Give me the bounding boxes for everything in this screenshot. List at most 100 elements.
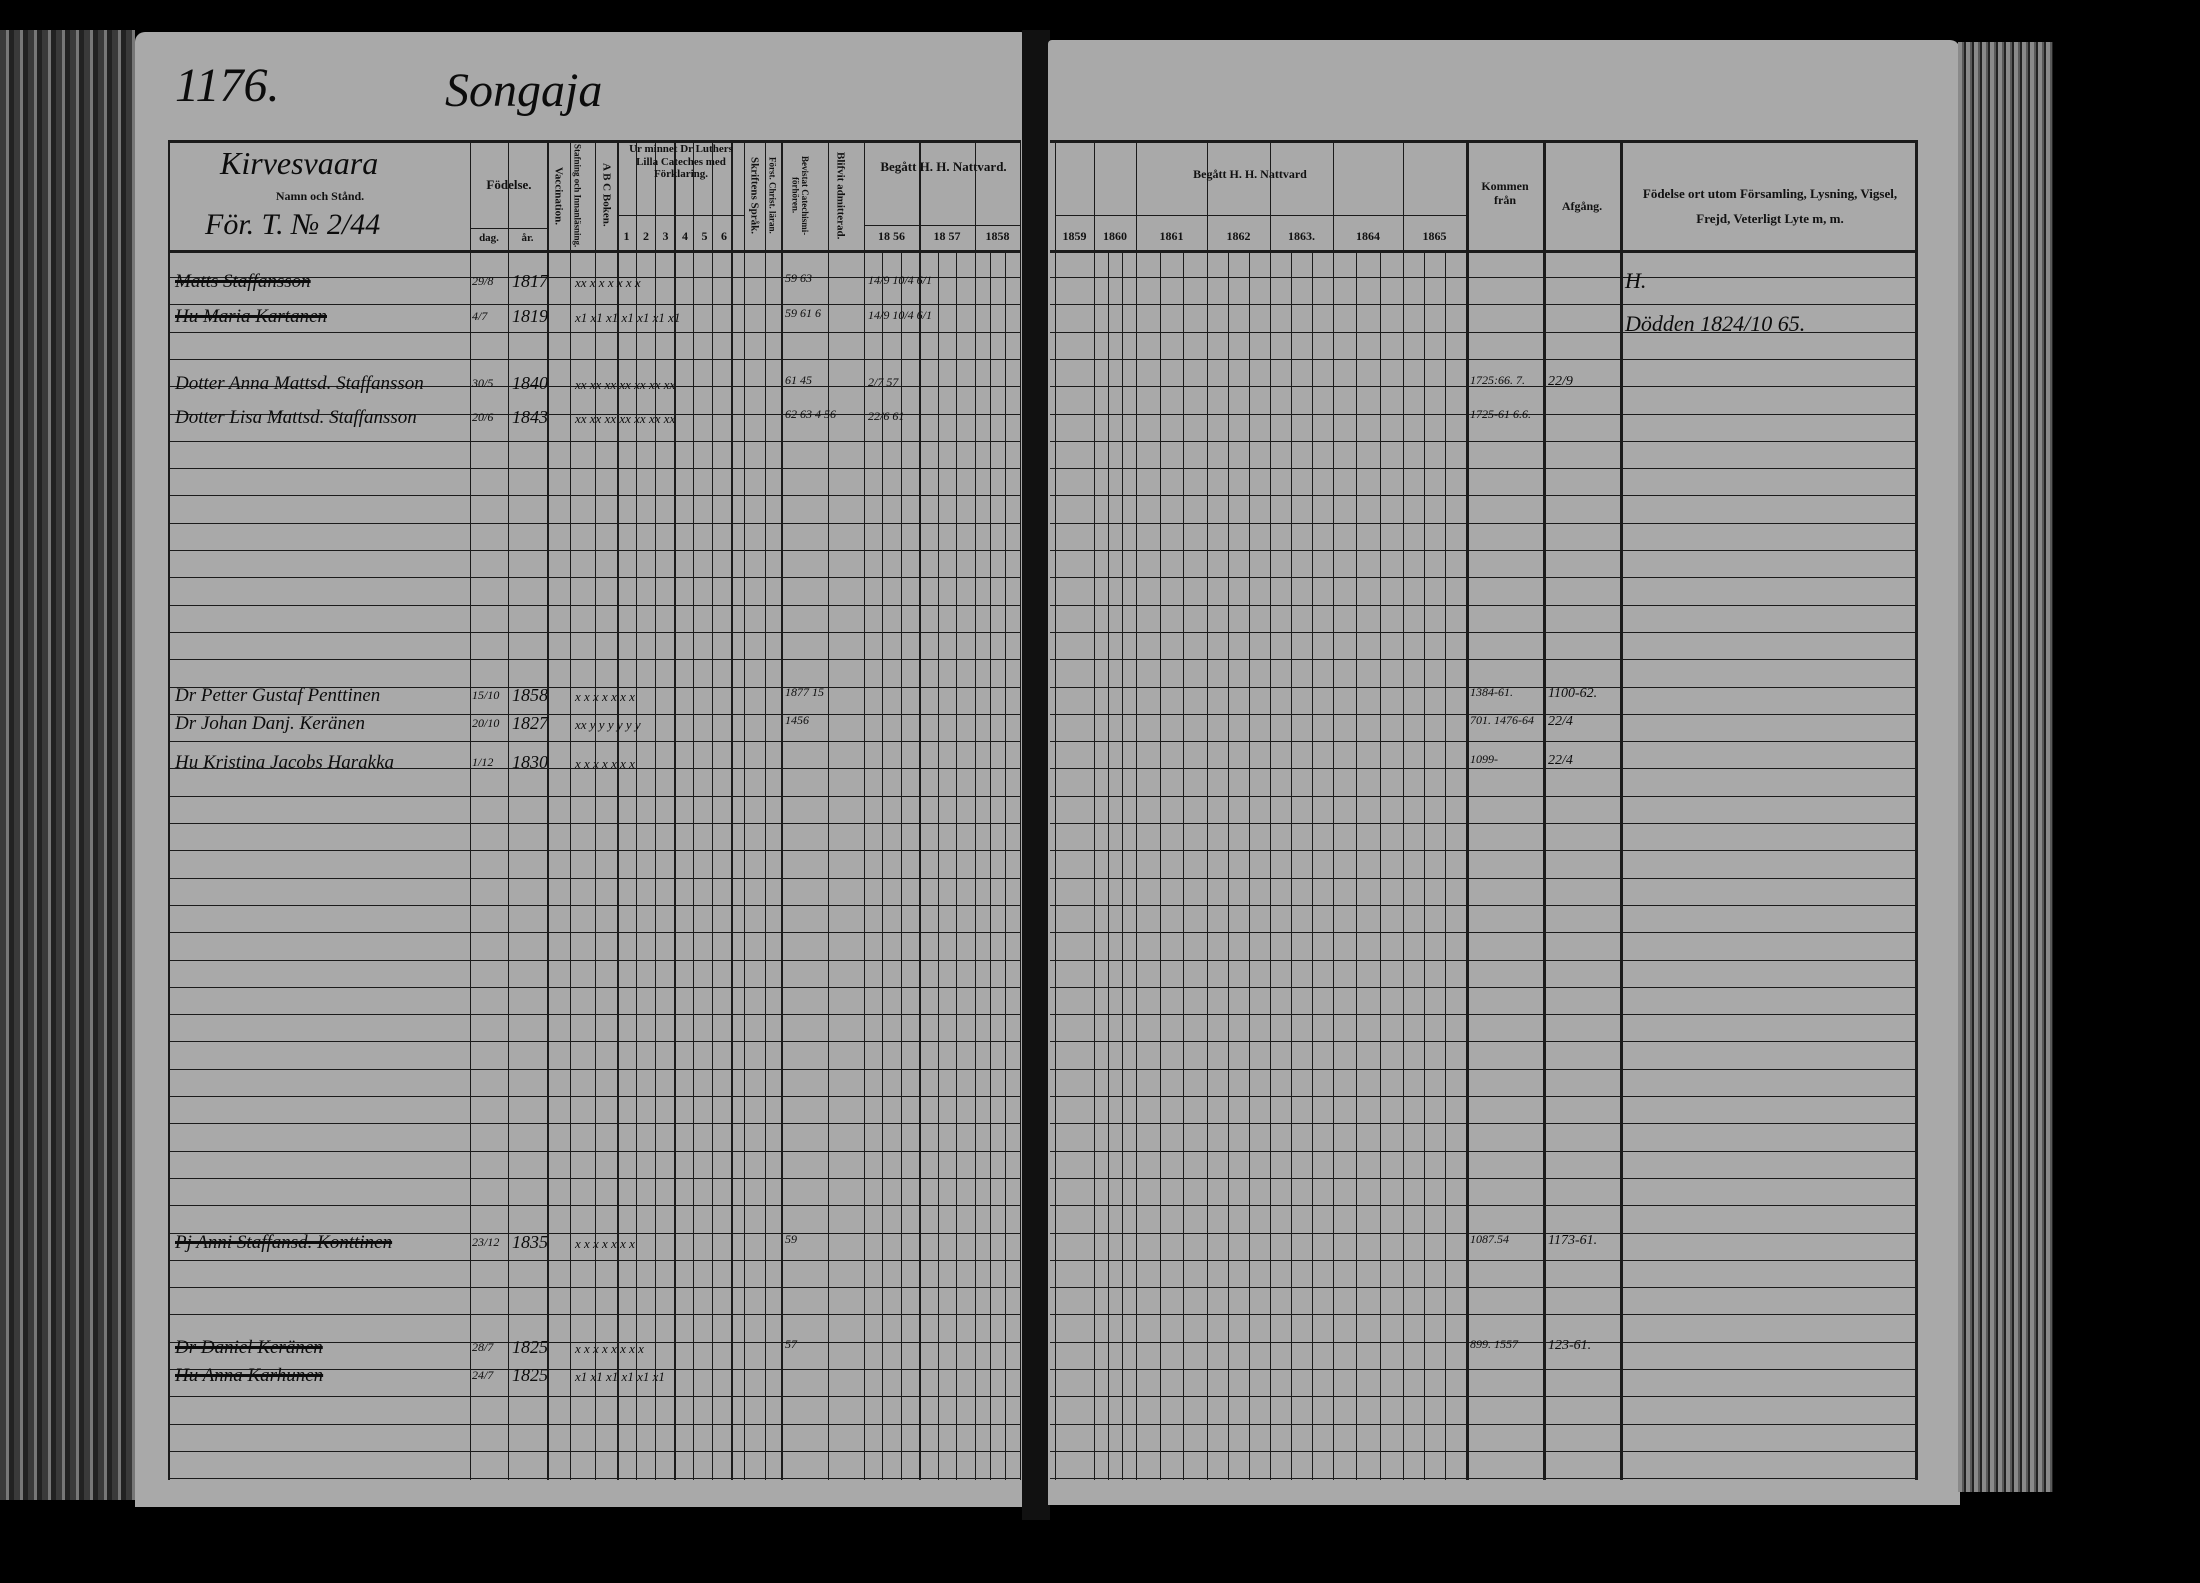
row-rule	[1050, 768, 1916, 770]
year-1862: 1862	[1226, 229, 1251, 243]
entry-examinations: 59	[785, 1232, 797, 1246]
row-rule	[168, 741, 1020, 743]
row-rule	[168, 413, 1020, 415]
entry-marks: xx xx xx xx xx xx xx	[575, 411, 676, 426]
year-subcolumn	[1108, 250, 1109, 1480]
row-rule	[168, 1369, 1020, 1370]
catechism-part-6: 6	[721, 229, 727, 243]
entry-marks: xx y y y y y y	[575, 717, 641, 732]
column-rule	[1270, 140, 1271, 1480]
row-rule	[168, 1341, 1020, 1343]
row-rule	[168, 1150, 1020, 1152]
abc-header: A B C Boken.	[600, 163, 613, 227]
place-name: Kirvesvaara	[220, 145, 379, 181]
entry-birth-day: 28/7	[472, 1340, 494, 1354]
row-rule	[168, 522, 1020, 524]
year-1860: 1860	[1103, 229, 1127, 243]
row-rule	[168, 1478, 1020, 1480]
entry-departure: 22/4	[1548, 714, 1573, 729]
year-subcolumn	[1122, 250, 1123, 1480]
entry-name: Hu Kristina Jacobs Harakka	[175, 752, 395, 773]
entry-birth-day: 15/10	[472, 688, 500, 702]
entry-birth-year: 1817	[512, 271, 548, 291]
column-rule	[1020, 140, 1021, 1480]
vaccination-header: Vaccination.	[552, 167, 565, 225]
column-rule	[1543, 140, 1546, 1480]
entry-birth-day: 20/10	[472, 716, 500, 730]
entry-birth-year: 1830	[512, 752, 548, 772]
row-rule	[168, 277, 1020, 278]
row-rule	[1050, 386, 1916, 388]
entry-departure: 1173-61.	[1548, 1233, 1598, 1248]
row-rule	[1050, 1014, 1916, 1016]
entry-name: Hu Maria Kartanen	[175, 306, 327, 327]
row-rule	[168, 1041, 1020, 1043]
row-rule	[1050, 468, 1916, 470]
column-rule	[1333, 140, 1334, 1480]
row-rule	[168, 713, 1020, 715]
row-rule	[1050, 495, 1916, 497]
entry-birth-day: 30/5	[472, 376, 494, 390]
catechism-subrule	[617, 215, 744, 216]
entry-came-from: 1087.54	[1470, 1232, 1509, 1246]
spelling-header: Stafning och Innanläsning.	[572, 143, 583, 248]
row-rule	[1050, 1287, 1916, 1289]
row-rule	[168, 850, 1020, 852]
entry-birth-day: 24/7	[472, 1368, 494, 1382]
row-rule	[1050, 631, 1916, 633]
birth-header: Födelse.	[486, 177, 532, 192]
page-number: 1176.	[175, 59, 280, 112]
row-rule	[1050, 904, 1916, 906]
column-rule	[1466, 140, 1469, 1480]
entry-examinations: 59 61 6	[785, 306, 821, 320]
catechism-header: Ur minnet Dr Luthers Lilla Cateches med …	[629, 143, 733, 181]
entry-birth-year: 1819	[512, 306, 548, 326]
table-top-rule	[1050, 140, 1916, 143]
row-rule	[168, 440, 1020, 442]
village-name: Songaja	[445, 64, 603, 117]
entry-birth-year: 1835	[512, 1232, 548, 1252]
entry-came-from: 701. 1476-64	[1470, 713, 1534, 727]
column-rule	[693, 140, 694, 1480]
year-subcolumn	[882, 250, 884, 1480]
admitted-header: Blifvit admitterad.	[834, 151, 847, 240]
row-rule	[1050, 440, 1916, 442]
entry-examinations: 1456	[785, 713, 809, 727]
year-1859: 1859	[1062, 229, 1087, 243]
row-rule	[1050, 358, 1916, 360]
entry-remark: Dödden 1824/10 65.	[1625, 311, 1806, 336]
column-rule	[1403, 140, 1404, 1480]
entry-birth-day: 23/12	[472, 1235, 500, 1249]
year-subcolumn	[956, 250, 958, 1480]
row-rule	[1050, 823, 1916, 824]
row-rule	[1050, 1450, 1916, 1452]
entry-name: Pj Anni Staffansd. Konttinen	[175, 1232, 393, 1253]
row-rule	[168, 877, 1020, 879]
column-rule	[1136, 140, 1137, 1480]
row-rule	[168, 932, 1020, 934]
column-rule	[655, 140, 656, 1480]
entry-birth-day: 29/8	[472, 274, 494, 288]
entry-name: Hu Anna Karhunen	[175, 1365, 324, 1386]
column-rule	[674, 140, 676, 1480]
row-rule	[168, 1259, 1020, 1261]
column-rule	[617, 140, 619, 1480]
header-bottom-rule	[1050, 250, 1916, 253]
year-1863: 1863.	[1288, 229, 1315, 243]
row-rule	[168, 495, 1020, 497]
entry-birth-year: 1843	[512, 407, 548, 427]
row-rule	[168, 1287, 1020, 1289]
entry-examinations: 62 63 4 56	[785, 407, 836, 421]
entry-birth-year: 1827	[512, 713, 548, 733]
year-subcolumn	[1005, 250, 1006, 1480]
row-rule	[168, 358, 1020, 360]
column-rule	[168, 140, 170, 1480]
year-subcolumn	[1312, 250, 1313, 1480]
year-subcolumn	[1183, 250, 1185, 1480]
column-rule	[595, 140, 596, 1480]
entry-birth-year: 1840	[512, 373, 548, 393]
year-subcolumn	[1424, 250, 1425, 1480]
year-subcolumn	[937, 250, 939, 1480]
column-rule	[508, 140, 509, 1480]
column-rule	[547, 140, 549, 1480]
